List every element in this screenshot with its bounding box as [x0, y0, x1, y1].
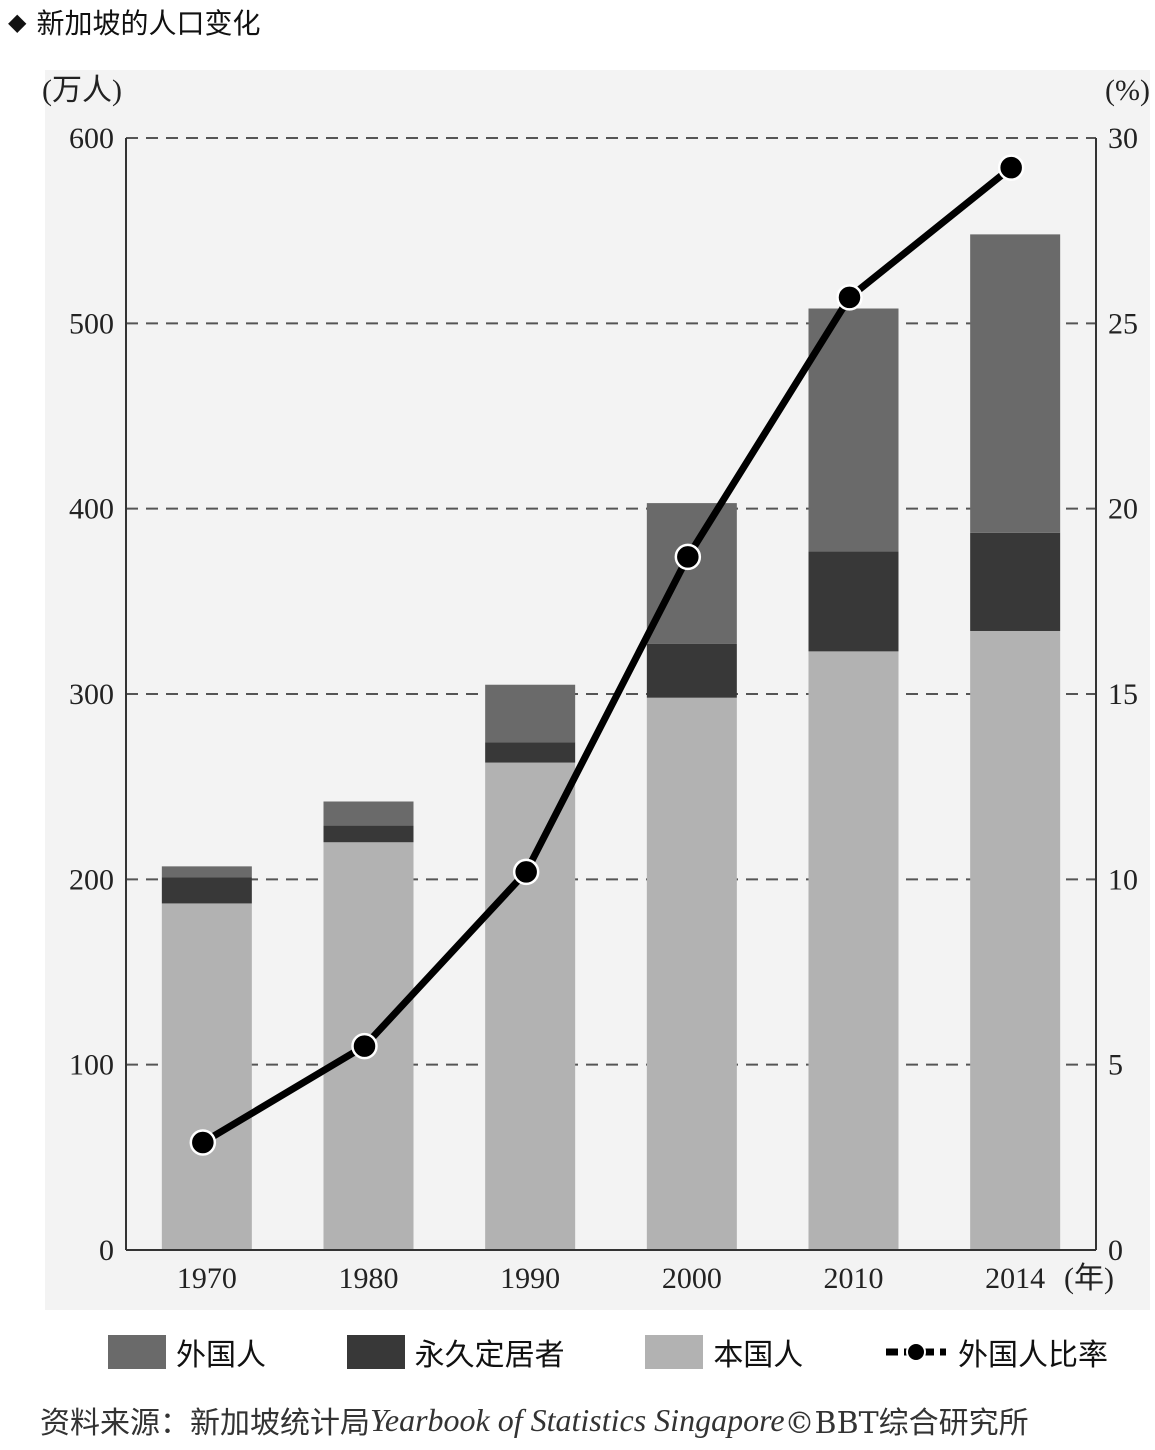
x-axis-unit-label: (年): [1064, 1262, 1114, 1295]
ratio-point: [836, 284, 863, 311]
legend-swatch-permanent-residents: [346, 1335, 405, 1369]
bar-segment: [161, 877, 252, 904]
bar-segment: [970, 234, 1061, 533]
legend: 外国人 永久定居者 本国人 外国人比率: [108, 1330, 1108, 1374]
y-left-tick-label: 300: [69, 678, 114, 711]
legend-label: 外国人比率: [957, 1338, 1108, 1373]
y-left-axis-label: (万人): [42, 74, 122, 107]
bar-segment: [161, 866, 252, 878]
chart-title: 新加坡的人口变化: [36, 7, 261, 40]
bar-segment: [646, 643, 737, 698]
y-right-tick-label: 10: [1108, 863, 1138, 896]
bar-segment: [970, 532, 1061, 631]
x-tick-label: 2014: [985, 1262, 1045, 1295]
legend-item-citizens: 本国人: [645, 1330, 803, 1374]
legend-label: 本国人: [713, 1338, 804, 1373]
ratio-point: [997, 154, 1025, 181]
y-right-axis-label: (%): [1105, 74, 1150, 107]
chart-area: 0 100 200 300 400 500 600 0 5 10 15 20 25 30 (万人) (%) 19…: [0, 60, 1155, 1450]
legend-line-marker-icon: [885, 1342, 946, 1362]
y-right-tick-label: 20: [1108, 493, 1138, 526]
legend-swatch-foreigners: [108, 1335, 166, 1369]
y-right-tick-label: 5: [1108, 1049, 1123, 1082]
y-right-tick-label: 15: [1108, 678, 1138, 711]
bar-segment: [485, 742, 576, 763]
ratio-point: [351, 1032, 378, 1060]
x-tick-label: 2000: [662, 1262, 722, 1295]
x-tick-label: 1990: [500, 1262, 560, 1295]
legend-item-permanent-residents: 永久定居者: [346, 1330, 565, 1374]
y-left-tick-label: 500: [69, 307, 114, 340]
bar-segment: [323, 825, 414, 843]
y-left-tick-label: 0: [99, 1234, 114, 1267]
diamond-icon: ◆: [8, 8, 27, 36]
x-tick-label: 1980: [339, 1262, 399, 1295]
x-tick-label: 2010: [824, 1262, 884, 1295]
legend-item-foreigners: 外国人: [108, 1330, 266, 1374]
bar-segment: [323, 801, 414, 826]
legend-label: 外国人: [176, 1338, 266, 1373]
bar-segment: [485, 684, 576, 743]
bar-segment: [161, 903, 252, 1250]
bar-segment: [646, 697, 737, 1250]
bar-segment: [808, 651, 899, 1250]
y-left-tick-label: 600: [69, 122, 114, 155]
legend-label: 永久定居者: [414, 1338, 565, 1373]
population-chart: 0 100 200 300 400 500 600 0 5 10 15 20 25 30 (万人) (%) 19…: [42, 70, 1150, 1310]
y-left-tick-label: 400: [69, 493, 114, 526]
ratio-point: [189, 1129, 217, 1156]
ratio-line: [201, 164, 1014, 1146]
y-right-tick-label: 0: [1108, 1234, 1123, 1267]
source-publication: Yearbook of Statistics Singapore: [370, 1401, 785, 1438]
source-note: 资料来源：新加坡统计局 Yearbook of Statistics Singa…: [40, 1396, 1140, 1444]
y-right-tick-label: 25: [1108, 307, 1138, 340]
source-prefix: 资料来源：新加坡统计局: [40, 1406, 370, 1441]
x-tick-label: 1970: [177, 1262, 237, 1295]
source-suffix: ©BBT综合研究所: [784, 1406, 1029, 1441]
bar-segment: [808, 551, 899, 652]
ratio-point: [674, 543, 702, 571]
y-right-tick-label: 30: [1108, 122, 1138, 155]
bar-segment: [970, 630, 1061, 1250]
y-left-tick-label: 200: [69, 863, 114, 896]
bar-segment: [646, 503, 737, 644]
bar-segment: [808, 308, 899, 552]
legend-item-foreigner-ratio: 外国人比率: [884, 1330, 1108, 1374]
bar-segment: [485, 762, 576, 1250]
y-left-tick-label: 100: [69, 1049, 114, 1082]
chart-header: ◆ 新加坡的人口变化: [8, 0, 260, 44]
legend-swatch-citizens: [645, 1335, 704, 1369]
ratio-point: [512, 858, 540, 886]
